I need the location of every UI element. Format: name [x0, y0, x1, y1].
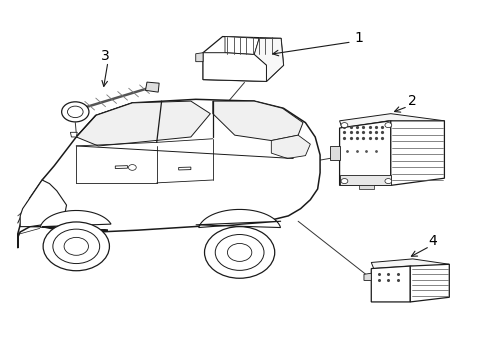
Polygon shape: [20, 180, 66, 226]
Polygon shape: [363, 273, 370, 280]
Polygon shape: [271, 135, 310, 158]
Circle shape: [340, 179, 347, 184]
Polygon shape: [409, 264, 448, 302]
Polygon shape: [339, 114, 444, 128]
Polygon shape: [224, 37, 259, 54]
Polygon shape: [195, 53, 203, 62]
Polygon shape: [339, 121, 390, 185]
Text: 1: 1: [354, 31, 363, 45]
Circle shape: [227, 243, 251, 261]
Text: 2: 2: [407, 94, 416, 108]
Polygon shape: [195, 210, 281, 228]
Polygon shape: [212, 101, 303, 140]
Polygon shape: [254, 39, 283, 81]
Polygon shape: [115, 166, 127, 168]
Circle shape: [384, 123, 391, 128]
Polygon shape: [40, 211, 111, 230]
Circle shape: [204, 226, 274, 278]
Polygon shape: [70, 132, 77, 137]
Circle shape: [340, 123, 347, 128]
Polygon shape: [390, 121, 444, 185]
Circle shape: [64, 237, 88, 255]
Polygon shape: [329, 146, 339, 160]
Text: 4: 4: [427, 234, 436, 248]
Text: 3: 3: [101, 49, 110, 63]
Circle shape: [215, 234, 264, 270]
Polygon shape: [76, 101, 210, 146]
Polygon shape: [370, 259, 448, 270]
Polygon shape: [18, 99, 320, 248]
Circle shape: [128, 165, 136, 170]
Circle shape: [67, 106, 83, 118]
Polygon shape: [178, 167, 190, 170]
Circle shape: [384, 179, 391, 184]
Circle shape: [61, 102, 89, 122]
Polygon shape: [145, 82, 159, 92]
Polygon shape: [370, 266, 409, 302]
Polygon shape: [339, 175, 390, 185]
Polygon shape: [358, 185, 373, 189]
Circle shape: [43, 222, 109, 271]
Polygon shape: [203, 53, 266, 81]
Circle shape: [53, 229, 100, 264]
Polygon shape: [203, 37, 283, 81]
